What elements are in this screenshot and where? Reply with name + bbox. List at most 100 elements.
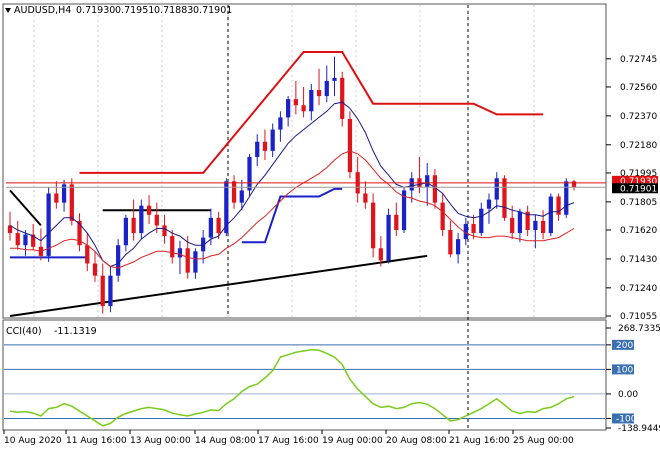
candle-bull <box>324 80 329 97</box>
candle-bear <box>556 196 561 215</box>
candle-bear <box>15 233 20 246</box>
candle-bull <box>332 77 337 81</box>
price-tick-label: 0.71430 <box>620 255 657 265</box>
cci-tick-label: 200 <box>616 341 633 351</box>
grid-lines <box>33 5 535 429</box>
candle-bull <box>201 237 206 252</box>
candle-bull <box>208 217 214 238</box>
candle-bull <box>533 220 538 231</box>
header-close: 0.71901 <box>193 5 232 16</box>
candle-bull <box>61 184 67 203</box>
cci-value: -11.1319 <box>54 326 97 337</box>
candle-bear <box>131 217 136 234</box>
time-tick-label: 19 Aug 00:00 <box>322 436 383 446</box>
candle-bear <box>77 220 82 246</box>
candle-bull <box>486 199 492 209</box>
ma-slow-line <box>10 150 575 269</box>
cci-axis: 268.7335 200 100 0.00 -100-138.9449 <box>606 324 660 434</box>
candle-bear <box>340 77 345 119</box>
price-panel-frame <box>2 3 607 319</box>
header-high: 0.71951 <box>115 5 154 16</box>
candle-bull <box>409 178 414 191</box>
candle-bear <box>394 214 399 231</box>
candle-bear <box>448 230 453 255</box>
candle-bull <box>286 99 291 118</box>
candle-bull <box>564 181 569 215</box>
time-tick-label: 17 Aug 16:00 <box>258 436 319 446</box>
ask-price-label: 0.71930 <box>620 177 657 187</box>
candle-bull <box>123 217 129 246</box>
candle-bear <box>363 193 368 203</box>
time-tick-label: 10 Aug 2020 <box>4 436 62 446</box>
price-tick-label: 0.71620 <box>620 226 657 236</box>
candles <box>7 56 577 314</box>
candle-bear <box>162 225 167 237</box>
header-open: 0.71930 <box>76 5 115 16</box>
moving-averages <box>9 101 575 269</box>
header-low: 0.71883 <box>154 5 193 16</box>
candle-bull <box>425 175 430 188</box>
candle-bull <box>517 211 523 234</box>
candle-bear <box>432 175 438 203</box>
price-axis: 0.72745 0.72560 0.72370 0.72180 0.71995 0.718… <box>6 55 658 322</box>
cci-level-box <box>612 339 634 350</box>
candle-bear <box>231 181 237 203</box>
candle-bear <box>293 99 298 106</box>
cci-tick-label: 0.00 <box>618 390 638 400</box>
cci-tick-label: 268.7335 <box>618 324 660 334</box>
price-tick-label: 0.71995 <box>620 169 657 179</box>
candle-bear <box>502 178 507 218</box>
ask-price-box <box>612 175 658 186</box>
candle-bull <box>193 251 198 273</box>
header-symbol: AUDUSD,H4 <box>14 5 71 16</box>
candle-bear <box>54 193 59 203</box>
candle-bull <box>548 196 553 234</box>
price-tick-label: 0.72370 <box>620 112 657 122</box>
dropdown-triangle-icon[interactable] <box>5 8 11 13</box>
cci-indicator <box>4 344 605 427</box>
time-tick-label: 20 Aug 08:00 <box>386 436 447 446</box>
candle-bull <box>177 248 183 258</box>
up-trendline <box>9 254 428 317</box>
price-tick-label: 0.72745 <box>620 55 657 65</box>
candle-bull <box>255 141 260 157</box>
candle-bear <box>347 118 353 173</box>
candle-bear <box>471 223 476 234</box>
candle-bull <box>278 117 283 130</box>
candle-bull <box>401 190 407 231</box>
time-tick-label: 13 Aug 00:00 <box>130 436 191 446</box>
candle-bear <box>216 217 221 234</box>
price-tick-label: 0.72560 <box>620 83 657 93</box>
down-trendline <box>9 189 42 227</box>
cci-tick-label: -100 <box>616 414 637 424</box>
candle-bear <box>301 105 306 112</box>
resistance-level <box>79 51 544 174</box>
candle-bull <box>224 181 229 234</box>
candle-bull <box>386 214 391 261</box>
candle-bear <box>525 211 530 231</box>
candle-bull <box>108 275 113 307</box>
candle-bull <box>23 234 28 246</box>
cci-label: CCI(40) <box>6 326 42 337</box>
candle-bear <box>378 248 383 261</box>
price-tick-label: 0.71805 <box>620 198 657 208</box>
candle-bull <box>479 208 484 234</box>
candle-bull <box>309 90 314 112</box>
time-axis: 10 Aug 2020 11 Aug 16:00 13 Aug 00:00 14 Au… <box>3 430 574 446</box>
cci-tick-label: 100 <box>616 365 633 375</box>
candle-bear <box>92 263 98 276</box>
candle-bull <box>270 129 275 151</box>
bid-price-label: 0.71901 <box>620 184 657 194</box>
candle-bull <box>463 223 468 240</box>
candle-bull <box>455 239 461 255</box>
price-tick-label: 0.72180 <box>620 141 657 151</box>
candle-bear <box>146 205 152 215</box>
candle-bear <box>7 225 13 234</box>
candle-bear <box>262 141 268 151</box>
time-tick-label: 14 Aug 08:00 <box>195 436 256 446</box>
cci-line <box>9 349 575 427</box>
price-tick-label: 0.71240 <box>620 284 657 294</box>
candle-bear <box>185 248 190 273</box>
candle-bear <box>154 214 159 226</box>
